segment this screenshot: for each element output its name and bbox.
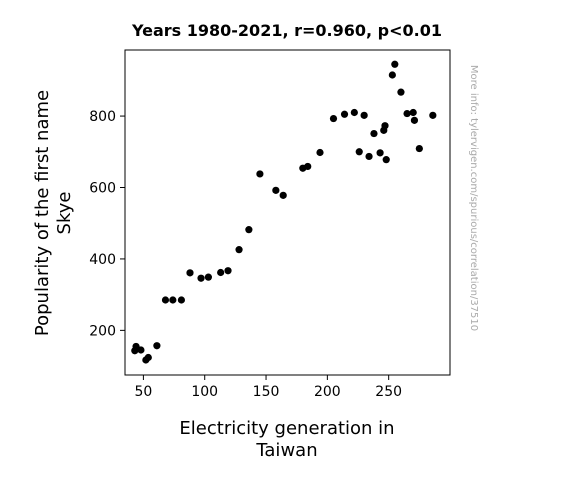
data-point-40 bbox=[429, 111, 437, 119]
data-point-10 bbox=[197, 274, 205, 282]
data-point-39 bbox=[415, 144, 423, 153]
points-layer bbox=[131, 60, 437, 364]
data-point-29 bbox=[376, 149, 384, 157]
data-point-25 bbox=[355, 148, 363, 156]
data-point-14 bbox=[235, 246, 243, 254]
data-point-17 bbox=[272, 186, 280, 194]
data-point-13 bbox=[224, 267, 232, 275]
data-point-22 bbox=[329, 114, 338, 123]
y-axis-label-line2: Skye bbox=[54, 192, 75, 235]
x-axis-label-line1: Electricity generation in bbox=[179, 418, 394, 439]
x-axis-ticks: 50 100 150 200 250 bbox=[134, 375, 402, 400]
data-point-28 bbox=[370, 129, 378, 138]
y-tick-label-0: 200 bbox=[89, 323, 116, 339]
data-point-32 bbox=[382, 156, 390, 164]
data-point-21 bbox=[316, 148, 324, 157]
data-point-15 bbox=[245, 226, 253, 234]
data-point-18 bbox=[279, 191, 287, 199]
x-tick-label-2: 150 bbox=[253, 384, 280, 400]
data-point-6 bbox=[161, 296, 170, 304]
data-point-24 bbox=[350, 108, 358, 117]
data-point-12 bbox=[217, 268, 225, 277]
data-point-9 bbox=[186, 269, 194, 277]
y-axis-label-line1: Popularity of the first name bbox=[32, 90, 53, 336]
data-point-26 bbox=[360, 111, 368, 119]
data-point-27 bbox=[365, 152, 373, 161]
x-tick-label-0: 50 bbox=[134, 384, 152, 400]
y-tick-label-3: 800 bbox=[89, 109, 116, 125]
x-axis-label-line2: Taiwan bbox=[255, 440, 317, 461]
data-point-4 bbox=[144, 353, 152, 362]
data-point-11 bbox=[204, 273, 212, 281]
x-tick-label-4: 250 bbox=[375, 384, 402, 400]
y-tick-label-1: 400 bbox=[89, 252, 116, 268]
source-note: More info: tylervigen.com/spurious/corre… bbox=[468, 65, 479, 331]
data-point-35 bbox=[397, 88, 405, 96]
y-axis-ticks: 200 400 600 800 bbox=[89, 109, 125, 339]
data-point-31 bbox=[381, 122, 389, 130]
data-point-37 bbox=[409, 108, 417, 117]
data-point-36 bbox=[403, 109, 411, 118]
x-tick-label-3: 200 bbox=[314, 384, 341, 400]
data-point-38 bbox=[410, 116, 419, 124]
data-point-7 bbox=[169, 296, 177, 304]
data-point-23 bbox=[340, 110, 349, 118]
data-point-20 bbox=[304, 162, 312, 171]
data-point-5 bbox=[153, 342, 161, 350]
chart-title: Years 1980-2021, r=0.960, p<0.01 bbox=[131, 21, 442, 40]
y-tick-label-2: 600 bbox=[89, 181, 116, 197]
x-tick-label-1: 100 bbox=[191, 384, 218, 400]
data-point-2 bbox=[137, 346, 145, 354]
data-point-33 bbox=[388, 71, 396, 79]
plot-frame bbox=[124, 49, 451, 376]
data-point-8 bbox=[177, 296, 186, 304]
data-point-34 bbox=[391, 60, 399, 68]
data-point-16 bbox=[256, 170, 264, 178]
